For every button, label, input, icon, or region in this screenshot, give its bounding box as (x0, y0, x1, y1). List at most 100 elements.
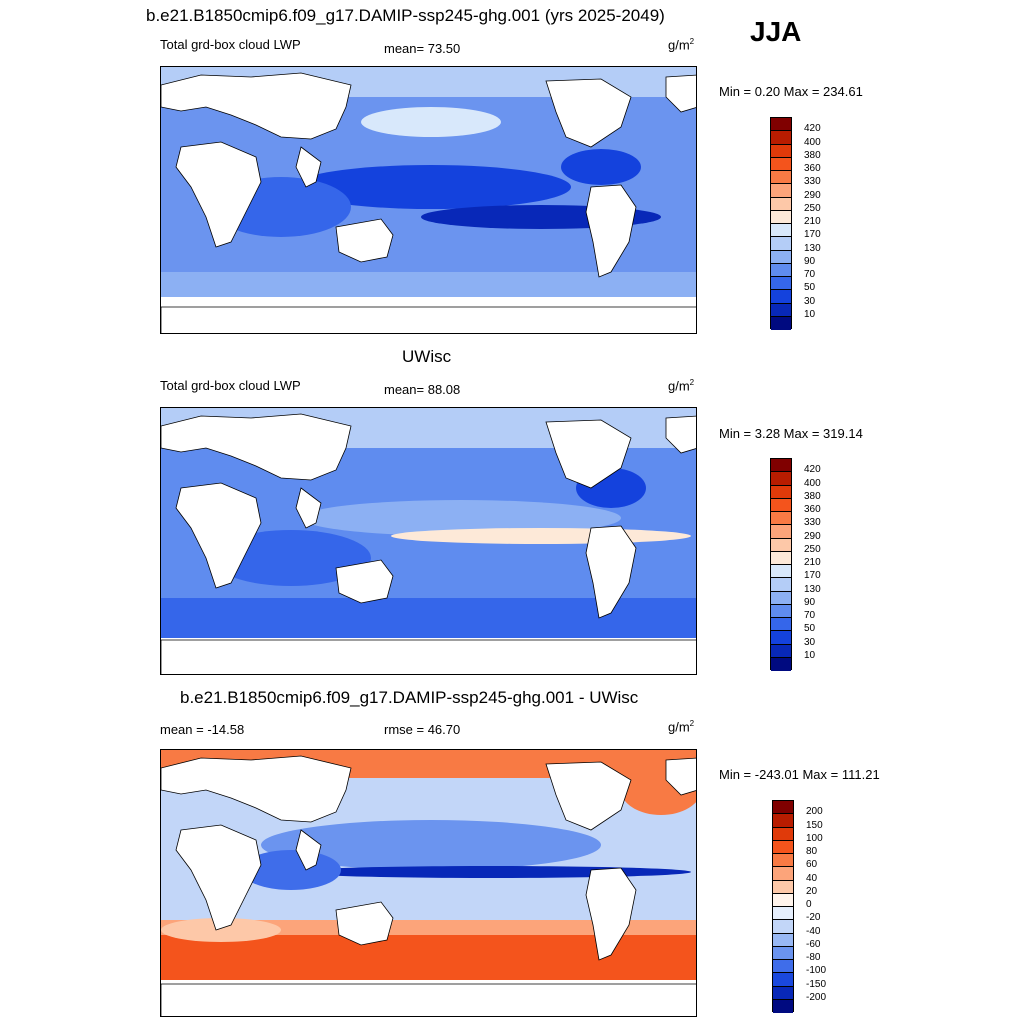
colorbar-tick-label: 90 (804, 255, 816, 267)
colorbar-tick-label: 380 (804, 149, 821, 161)
colorbar-tick-label: 50 (804, 623, 816, 635)
colorbar-tick-label: 10 (804, 308, 816, 320)
colorbar-swatch (771, 303, 791, 317)
colorbar-swatch (773, 973, 793, 987)
panel1-units: g/m2 (668, 37, 695, 53)
colorbar-tick-label: -40 (806, 925, 821, 937)
colorbar-tick-label: 330 (804, 176, 821, 188)
colorbar-swatch (771, 565, 791, 579)
colorbar-tick-label: 40 (806, 872, 818, 884)
colorbar-tick-label: 360 (804, 504, 821, 515)
colorbar-swatch (773, 801, 793, 815)
colorbar-swatch (771, 578, 791, 592)
colorbar-swatch (771, 118, 791, 132)
colorbar-swatch (771, 591, 791, 605)
colorbar-tick-label: 360 (804, 163, 821, 174)
colorbar-swatch (773, 907, 793, 921)
panel3-minmax: Min = -243.01 Max = 111.21 (719, 767, 880, 782)
panel3-colorbar-ticks: 200 150 100 80 60 40 20 0 -20 -40 -60 -80 -100 -150 -2… (772, 800, 832, 1012)
panel3-units: g/m2 (668, 719, 695, 735)
panel2-colorbar (770, 458, 792, 671)
colorbar-tick-label: 400 (804, 477, 821, 489)
colorbar-swatch (773, 880, 793, 894)
season-label: JJA (750, 16, 802, 47)
colorbar-swatch (771, 263, 791, 277)
panel3-colorbar (772, 800, 794, 1013)
colorbar-swatch (771, 157, 791, 171)
panel2-minmax: Min = 3.28 Max = 319.14 (719, 426, 863, 441)
colorbar-tick-label: 150 (806, 819, 823, 831)
colorbar-swatch (771, 525, 791, 539)
colorbar-swatch (771, 250, 791, 264)
colorbar-tick-label: -200 (806, 991, 827, 1003)
colorbar-swatch (771, 631, 791, 645)
colorbar-tick-label: 420 (804, 464, 821, 476)
colorbar-swatch (771, 498, 791, 512)
colorbar-tick-label: -150 (806, 978, 827, 990)
panel1-colorbar (770, 117, 792, 330)
panel1-variable-label: Total grd-box cloud LWP (160, 37, 301, 52)
colorbar-swatch (773, 933, 793, 947)
colorbar-swatch (771, 237, 791, 251)
colorbar-tick-label: 250 (804, 543, 821, 555)
colorbar-tick-label: 130 (804, 242, 821, 254)
colorbar-tick-label: 380 (804, 490, 821, 502)
panel1-minmax: Min = 0.20 Max = 234.61 (719, 84, 863, 99)
colorbar-tick-label: 80 (806, 846, 818, 857)
panel2-units: g/m2 (668, 378, 695, 394)
colorbar-tick-label: 170 (804, 570, 821, 582)
colorbar-tick-label: 420 (804, 123, 821, 135)
colorbar-swatch (773, 999, 793, 1013)
colorbar-swatch (773, 893, 793, 907)
panel1-colorbar-ticks: 420 400 380 360 330 290 250 210 170 130 90 70 50 30 10 (770, 117, 830, 329)
colorbar-swatch (773, 854, 793, 868)
panel1-map (160, 66, 697, 334)
colorbar-tick-label: -60 (806, 938, 821, 950)
colorbar-swatch (771, 197, 791, 211)
panel2-variable-label: Total grd-box cloud LWP (160, 378, 301, 393)
panel3-map (160, 749, 697, 1017)
panel1-title: b.e21.B1850cmip6.f09_g17.DAMIP-ssp245-gh… (146, 6, 665, 25)
panel1-mean-label: mean= 73.50 (384, 41, 461, 56)
panel3-rmse-label: rmse = 46.70 (384, 722, 461, 737)
panel2-map (160, 407, 697, 675)
colorbar-swatch (771, 618, 791, 632)
colorbar-swatch (773, 946, 793, 960)
colorbar-tick-label: 60 (806, 859, 818, 871)
colorbar-swatch (771, 144, 791, 158)
colorbar-tick-label: 170 (804, 229, 821, 241)
colorbar-tick-label: 30 (804, 636, 816, 648)
colorbar-tick-label: 250 (804, 202, 821, 214)
colorbar-swatch (773, 840, 793, 854)
colorbar-tick-label: 290 (804, 530, 821, 542)
colorbar-tick-label: 130 (804, 583, 821, 595)
colorbar-swatch (771, 131, 791, 145)
colorbar-swatch (773, 867, 793, 881)
colorbar-tick-label: 200 (806, 806, 823, 818)
colorbar-swatch (771, 657, 791, 671)
colorbar-swatch (771, 277, 791, 291)
panel2-colorbar-ticks: 420 400 380 360 330 290 250 210 170 130 90 70 50 30 10 (770, 458, 830, 670)
colorbar-tick-label: 70 (804, 269, 816, 280)
colorbar-swatch (771, 171, 791, 185)
colorbar-swatch (771, 184, 791, 198)
colorbar-tick-label: 100 (806, 832, 823, 844)
colorbar-swatch (773, 920, 793, 934)
colorbar-tick-label: -80 (806, 952, 821, 963)
colorbar-tick-label: 20 (806, 885, 818, 897)
colorbar-swatch (771, 604, 791, 618)
panel3-mean-label: mean = -14.58 (160, 722, 245, 737)
colorbar-swatch (771, 224, 791, 238)
colorbar-swatch (771, 538, 791, 552)
colorbar-tick-label: 210 (804, 216, 821, 227)
colorbar-swatch (771, 290, 791, 304)
colorbar-swatch (771, 485, 791, 499)
panel3-title: b.e21.B1850cmip6.f09_g17.DAMIP-ssp245-gh… (180, 688, 639, 707)
colorbar-tick-label: 330 (804, 517, 821, 529)
colorbar-swatch (771, 644, 791, 658)
colorbar-tick-label: -100 (806, 965, 827, 977)
colorbar-swatch (773, 986, 793, 1000)
colorbar-swatch (771, 512, 791, 526)
colorbar-swatch (771, 472, 791, 486)
colorbar-swatch (771, 551, 791, 565)
